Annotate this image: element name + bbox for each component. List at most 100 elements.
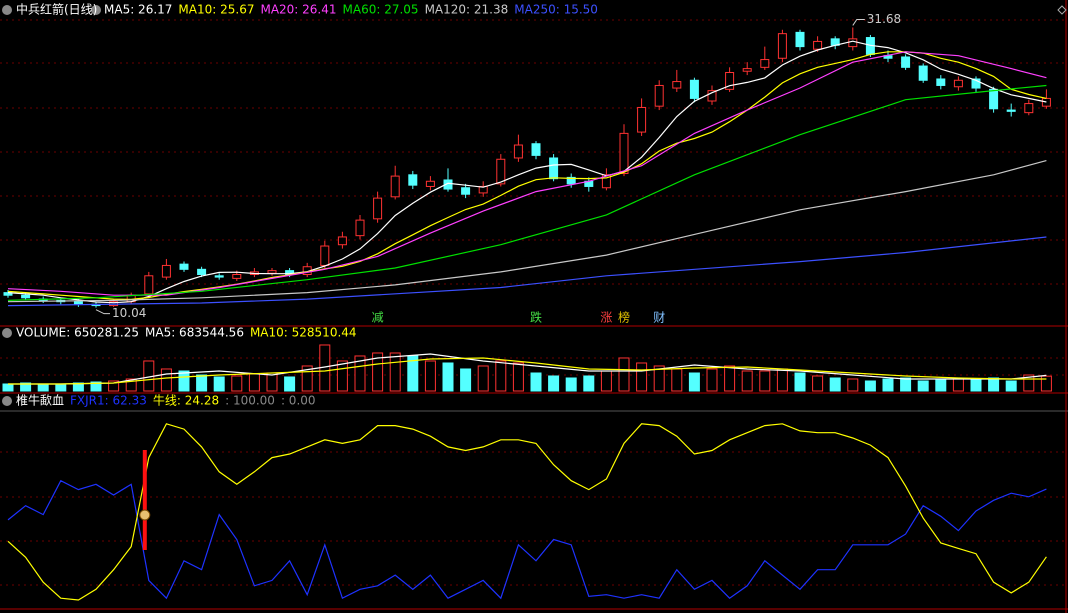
header-label: MA20: 26.41 bbox=[260, 3, 336, 17]
ma-line bbox=[7, 160, 1047, 303]
header-label: MA120: 21.38 bbox=[425, 3, 509, 17]
candle-body bbox=[549, 157, 559, 180]
ma-line bbox=[7, 236, 1047, 307]
volume-bar bbox=[600, 370, 612, 392]
volume-bar bbox=[2, 383, 14, 392]
volume-bar bbox=[724, 365, 736, 392]
event-marker: 榜 bbox=[618, 310, 630, 325]
volume-bar bbox=[671, 368, 683, 392]
candle-body bbox=[461, 187, 471, 195]
candle-body bbox=[320, 245, 330, 266]
volume-bar bbox=[882, 378, 894, 392]
candle-body bbox=[144, 275, 154, 295]
header-label: MA60: 27.05 bbox=[343, 3, 419, 17]
candle-body bbox=[478, 185, 488, 194]
volume-bar bbox=[970, 378, 982, 392]
candle-body bbox=[21, 294, 31, 299]
marker-arrow bbox=[95, 309, 110, 315]
candle-body bbox=[197, 268, 207, 276]
candle-body bbox=[742, 68, 752, 72]
header-label: : 0.00 bbox=[281, 394, 316, 408]
candle-body bbox=[777, 33, 787, 59]
header-label: VOLUME: 650281.25 bbox=[16, 326, 139, 340]
panel-icon[interactable] bbox=[2, 5, 12, 15]
volume-bar bbox=[90, 381, 102, 392]
candle-body bbox=[1006, 109, 1016, 112]
volume-bar bbox=[688, 372, 700, 392]
candle-body bbox=[707, 90, 717, 102]
volume-bar bbox=[776, 368, 788, 392]
candle-body bbox=[1041, 97, 1051, 107]
volume-bar bbox=[1005, 380, 1017, 392]
indicator-line bbox=[7, 479, 1047, 600]
volume-bar bbox=[407, 355, 419, 392]
volume-bar bbox=[372, 352, 384, 392]
volume-bar bbox=[829, 377, 841, 392]
candle-body bbox=[179, 263, 189, 270]
menu-icon[interactable] bbox=[1057, 5, 1067, 15]
header-label: MA10: 528510.44 bbox=[250, 326, 357, 340]
event-marker: 财 bbox=[653, 311, 665, 325]
volume-bar bbox=[336, 360, 348, 392]
candle-body bbox=[813, 40, 823, 50]
candle-body bbox=[73, 301, 83, 305]
volume-bar bbox=[248, 373, 260, 392]
candle-body bbox=[795, 31, 805, 48]
volume-bar bbox=[37, 383, 49, 392]
candle-body bbox=[971, 78, 981, 89]
volume-bar bbox=[108, 380, 120, 392]
volume-bar bbox=[495, 360, 507, 392]
candle-body bbox=[337, 236, 347, 246]
candle-body bbox=[531, 143, 541, 156]
volume-bar bbox=[917, 380, 929, 392]
volume-ma-line bbox=[8, 357, 1047, 385]
indicator-line bbox=[7, 423, 1047, 601]
volume-bar bbox=[55, 384, 67, 392]
volume-bar bbox=[988, 377, 1000, 392]
volume-bar bbox=[935, 379, 947, 392]
signal-icon bbox=[139, 509, 151, 521]
volume-bar bbox=[125, 378, 137, 392]
candle-body bbox=[267, 270, 277, 274]
volume-bar bbox=[530, 372, 542, 392]
candle-body bbox=[672, 81, 682, 89]
volume-bar bbox=[618, 357, 630, 392]
volume-bar bbox=[512, 362, 524, 392]
volume-bar bbox=[812, 375, 824, 392]
candle-body bbox=[689, 79, 699, 99]
event-marker: 涨 bbox=[600, 310, 612, 325]
candle-body bbox=[496, 158, 506, 185]
volume-bar bbox=[160, 368, 172, 392]
panel-icon[interactable] bbox=[2, 396, 12, 406]
volume-bar bbox=[653, 365, 665, 392]
candle-body bbox=[654, 84, 664, 107]
volume-bar bbox=[759, 370, 771, 392]
volume-bar bbox=[196, 374, 208, 392]
header-label: MA5: 26.17 bbox=[104, 3, 172, 17]
header-icons bbox=[2, 5, 101, 406]
panel-icon[interactable] bbox=[91, 5, 101, 15]
candle-body bbox=[989, 88, 999, 110]
header-label: MA10: 25.67 bbox=[178, 3, 254, 17]
candle-body bbox=[760, 59, 770, 68]
candle-body bbox=[848, 38, 858, 48]
candle-body bbox=[725, 72, 735, 90]
panel-icon[interactable] bbox=[2, 328, 12, 338]
volume-bar bbox=[284, 376, 296, 392]
candle-body bbox=[619, 132, 629, 175]
volume-bar bbox=[741, 370, 753, 392]
candle-body bbox=[355, 219, 365, 237]
volume-bar bbox=[636, 362, 648, 392]
min-label: 10.04 bbox=[112, 306, 146, 320]
volume-bar bbox=[583, 375, 595, 392]
header-label: : 100.00 bbox=[225, 394, 275, 408]
candle-body bbox=[901, 56, 911, 68]
header-label: 中兵红箭(日线) bbox=[16, 2, 97, 17]
candle-body bbox=[443, 179, 453, 190]
volume-ma-line bbox=[8, 353, 1047, 385]
candle-body bbox=[214, 275, 224, 278]
volume-bar bbox=[424, 360, 436, 392]
volume-bar bbox=[442, 362, 454, 392]
